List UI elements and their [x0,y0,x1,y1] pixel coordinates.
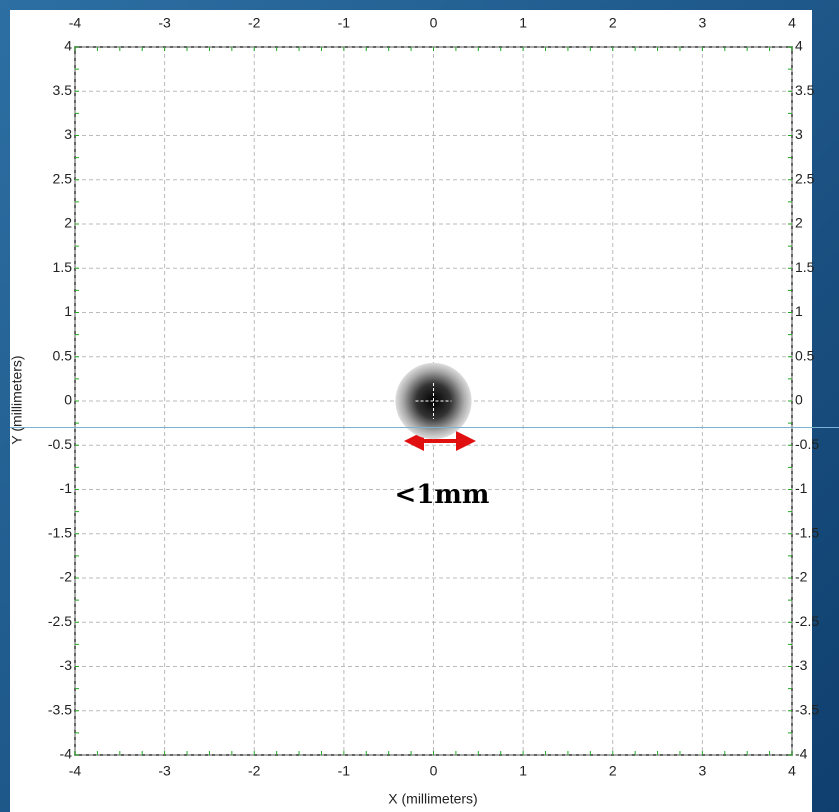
y-tick-label-right: -3 [795,657,808,673]
x-tick-label-top: 1 [519,15,527,31]
y-tick-label: -2 [60,569,73,585]
y-tick-label-right: 2.5 [795,170,815,186]
y-tick-label: 2 [64,215,72,231]
y-tick-label-right: -3.5 [795,701,819,717]
y-tick-label-right: 3.5 [795,82,815,98]
x-tick-label: 4 [788,763,796,779]
x-tick-label: -3 [158,763,171,779]
y-tick-label: 3 [64,126,72,142]
y-tick-label-right: 3 [795,126,803,142]
y-tick-label-right: -0.5 [795,436,819,452]
y-tick-label-right: 1.5 [795,259,815,275]
x-tick-label: -1 [338,763,351,779]
annotation: <1mm [395,480,490,510]
y-tick-label-right: -1.5 [795,524,819,540]
y-tick-label: 2.5 [53,170,73,186]
y-tick-label: 1.5 [53,259,73,275]
y-tick-label: -1 [60,480,73,496]
y-axis-label: Y (millimeters) [9,355,25,444]
x-axis-label: X (millimeters) [388,791,477,807]
page: {"chart_data":{"type":"scatter","x_label… [0,0,839,812]
y-tick-label-right: -2.5 [795,613,819,629]
x-tick-label-top: -3 [158,15,171,31]
x-tick-label-top: -2 [248,15,261,31]
y-tick-label-right: 0 [795,392,803,408]
x-tick-label-top: 3 [698,15,706,31]
y-tick-label: -3.5 [48,701,72,717]
y-tick-label-right: 1 [795,303,803,319]
y-tick-label: 0 [64,392,72,408]
x-tick-label: 1 [519,763,527,779]
y-tick-label-right: 4 [795,38,803,54]
x-tick-label: -2 [248,763,261,779]
x-tick-label-top: -1 [338,15,351,31]
y-tick-label-right: -2 [795,569,808,585]
y-tick-label-right: -1 [795,480,808,496]
y-tick-label-right: 0.5 [795,347,815,363]
y-tick-label: 3.5 [53,82,73,98]
x-tick-label-top: 0 [430,15,438,31]
y-tick-label: -0.5 [48,436,72,452]
y-tick-label: -1.5 [48,524,72,540]
x-tick-label: 3 [698,763,706,779]
y-tick-label-right: 2 [795,215,803,231]
x-tick-label: 2 [609,763,617,779]
y-tick-label-right: -4 [795,746,808,762]
x-tick-label: 0 [430,763,438,779]
y-tick-label: 4 [64,38,72,54]
y-tick-label: -4 [60,746,73,762]
x-tick-label-top: -4 [69,15,82,31]
y-tick-label: -3 [60,657,73,673]
x-tick-label-top: 2 [609,15,617,31]
chart: X (millimeters) Y (millimeters) <1mm -4-… [0,0,839,812]
y-tick-label: 0.5 [53,347,73,363]
y-tick-label: -2.5 [48,613,72,629]
y-tick-label: 1 [64,303,72,319]
x-tick-label-top: 4 [788,15,796,31]
x-tick-label: -4 [69,763,82,779]
